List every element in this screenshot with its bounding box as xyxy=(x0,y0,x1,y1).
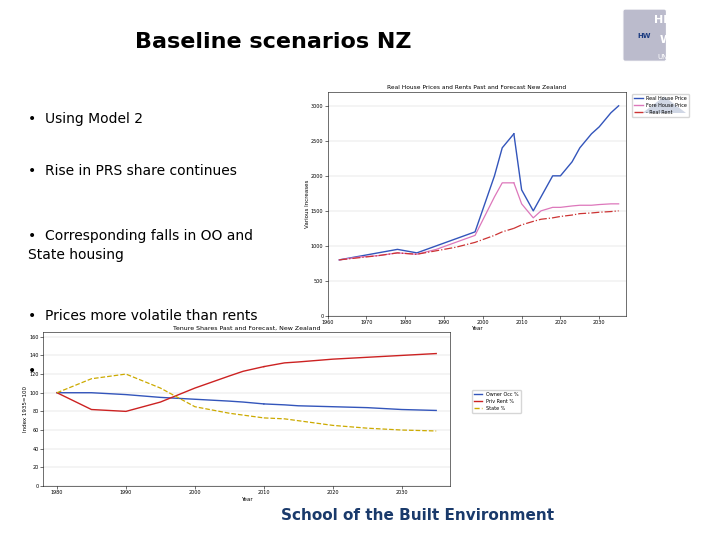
Title: Real House Prices and Rents Past and Forecast New Zealand: Real House Prices and Rents Past and For… xyxy=(387,85,567,90)
Text: •  Rents pretty flat in future: • Rents pretty flat in future xyxy=(28,364,221,378)
Text: •  Corresponding falls in OO and
State housing: • Corresponding falls in OO and State ho… xyxy=(28,229,253,262)
Text: •  Using Model 2: • Using Model 2 xyxy=(28,112,143,126)
X-axis label: Year: Year xyxy=(240,497,253,502)
Text: •  Rise in PRS share continues: • Rise in PRS share continues xyxy=(28,164,237,178)
X-axis label: Year: Year xyxy=(471,327,483,332)
Y-axis label: Various Increases: Various Increases xyxy=(305,180,310,228)
Legend: Real House Price, Fore House Price, - Real Rent: Real House Price, Fore House Price, - Re… xyxy=(632,94,689,117)
Y-axis label: Index 1935=100: Index 1935=100 xyxy=(23,386,28,432)
Title: Tenure Shares Past and Forecast, New Zealand: Tenure Shares Past and Forecast, New Zea… xyxy=(173,325,320,330)
Text: UNIVERSITY: UNIVERSITY xyxy=(657,53,698,60)
Legend: Owner Occ %, Priv Rent %, State %: Owner Occ %, Priv Rent %, State % xyxy=(472,390,521,413)
Text: •  Prices more volatile than rents: • Prices more volatile than rents xyxy=(28,309,258,323)
Text: WATT: WATT xyxy=(660,35,696,45)
Polygon shape xyxy=(642,96,687,113)
Text: Baseline scenarios NZ: Baseline scenarios NZ xyxy=(135,32,412,52)
Text: HW: HW xyxy=(637,33,651,39)
Text: School of the Built Environment: School of the Built Environment xyxy=(281,508,554,523)
FancyBboxPatch shape xyxy=(623,9,667,61)
Text: HERIOT: HERIOT xyxy=(654,16,701,25)
